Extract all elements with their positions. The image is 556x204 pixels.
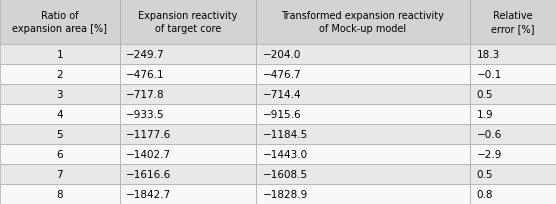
Text: −933.5: −933.5 [126,110,165,120]
Bar [0,0,120,45]
Bar [470,0,556,45]
Text: −1616.6: −1616.6 [126,169,171,179]
Bar [120,45,256,65]
Text: −0.6: −0.6 [476,129,502,139]
Bar [120,65,256,85]
Bar [120,0,256,45]
Text: −1443.0: −1443.0 [262,149,307,159]
Text: −476.1: −476.1 [126,70,165,80]
Bar [470,124,556,144]
Bar [256,124,470,144]
Bar [256,85,470,104]
Bar [470,144,556,164]
Bar [256,45,470,65]
Text: −1842.7: −1842.7 [126,189,171,199]
Text: −1828.9: −1828.9 [262,189,307,199]
Bar [120,104,256,124]
Text: 5: 5 [57,129,63,139]
Text: −915.6: −915.6 [262,110,301,120]
Bar [256,104,470,124]
Bar [0,164,120,184]
Bar [120,124,256,144]
Text: 8: 8 [57,189,63,199]
Text: −714.4: −714.4 [262,90,301,100]
Text: 0.5: 0.5 [476,90,493,100]
Text: 6: 6 [57,149,63,159]
Text: −717.8: −717.8 [126,90,165,100]
Text: −1184.5: −1184.5 [262,129,307,139]
Bar [120,164,256,184]
Text: Transformed expansion reactivity
of Mock-up model: Transformed expansion reactivity of Mock… [281,11,444,34]
Bar [470,65,556,85]
Bar [256,144,470,164]
Text: −1608.5: −1608.5 [262,169,307,179]
Text: 3: 3 [57,90,63,100]
Text: 7: 7 [57,169,63,179]
Bar [256,164,470,184]
Bar [0,65,120,85]
Bar [120,85,256,104]
Text: −476.7: −476.7 [262,70,301,80]
Text: 0.5: 0.5 [476,169,493,179]
Text: −249.7: −249.7 [126,50,165,60]
Text: 4: 4 [57,110,63,120]
Bar [470,184,556,204]
Bar [0,124,120,144]
Bar [0,85,120,104]
Text: 0.8: 0.8 [476,189,493,199]
Bar [470,164,556,184]
Bar [120,184,256,204]
Text: −1402.7: −1402.7 [126,149,171,159]
Bar [470,85,556,104]
Text: Expansion reactivity
of target core: Expansion reactivity of target core [138,11,237,34]
Bar [256,184,470,204]
Text: 1: 1 [57,50,63,60]
Bar [0,184,120,204]
Bar [0,144,120,164]
Text: −204.0: −204.0 [262,50,301,60]
Text: −1177.6: −1177.6 [126,129,171,139]
Bar [0,45,120,65]
Bar [0,104,120,124]
Bar [470,104,556,124]
Text: −0.1: −0.1 [476,70,502,80]
Text: −2.9: −2.9 [476,149,502,159]
Text: 18.3: 18.3 [476,50,500,60]
Bar [120,144,256,164]
Text: 2: 2 [57,70,63,80]
Text: Relative
error [%]: Relative error [%] [491,11,535,34]
Text: 1.9: 1.9 [476,110,493,120]
Bar [470,45,556,65]
Bar [256,65,470,85]
Text: Ratio of
expansion area [%]: Ratio of expansion area [%] [12,11,107,34]
Bar [256,0,470,45]
